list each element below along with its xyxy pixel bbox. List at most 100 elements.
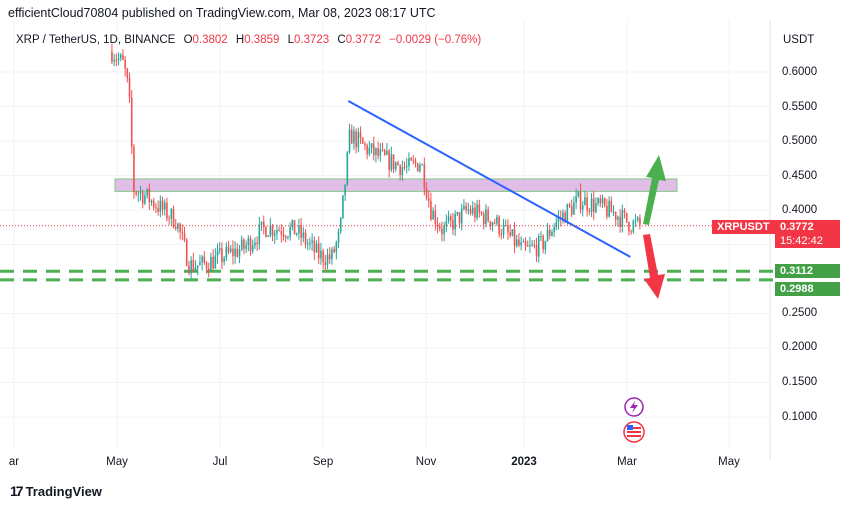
price-unit: USDT [783,34,815,46]
support-upper-badge: 0.3112 [775,264,840,278]
candle-body [496,216,498,224]
candle-body [146,188,148,196]
candle-body [298,225,300,234]
breakdown-down-arrow-icon [643,234,665,299]
candle-body [295,233,298,235]
candle-body [511,229,514,236]
candle-body [623,210,626,213]
grid [0,20,771,460]
candle-body [185,239,188,266]
tradingview-footer[interactable]: 17 TradingView [10,483,102,499]
price-tick: 0.5500 [782,101,818,113]
candle-body [522,241,525,243]
candle-body [245,245,247,249]
candle-body [383,149,386,155]
candle-body [155,207,157,209]
last-price-badge: 0.3772 [775,220,840,234]
candle-body [639,217,641,225]
candle-body [216,250,219,256]
candle-body [364,143,366,146]
candle-body [117,58,120,60]
candle-body [619,216,621,227]
support-lower-badge: 0.2988 [775,282,840,296]
candle-body [148,188,151,203]
candle-body [144,195,146,204]
resistance-zone-layer [114,178,678,192]
candle-body [392,154,395,170]
candles-layer [111,43,641,279]
candle-body [141,191,144,204]
candle-body [168,218,170,220]
price-scale[interactable]: 0.6000 0.5500 0.5000 0.4500 0.4000 0.250… [770,0,851,460]
candle-body [227,247,230,252]
candle-body [480,212,483,214]
symbol-label[interactable]: XRP / TetherUS, 1D, BINANCE [16,34,176,46]
candle-body [344,184,346,196]
candle-body [139,191,142,194]
candle-body [251,245,254,252]
event-icons[interactable] [622,397,648,445]
candle-body [315,243,318,253]
candle-body [575,196,577,203]
resistance-zone [114,178,678,192]
price-tick: 0.4000 [782,204,818,216]
candle-body [232,248,234,257]
candle-body [192,260,195,271]
candle-body [196,265,199,268]
time-tick: May [106,456,128,468]
candle-body [130,97,133,147]
candle-body [342,195,344,218]
candle-body [320,250,322,259]
candle-body [504,225,507,227]
candle-body [491,222,494,227]
time-tick: Sep [313,456,333,468]
candle-body [357,132,360,148]
candle-body [181,231,184,234]
candle-body [366,145,368,155]
candle-body [535,244,538,257]
candle-body [476,204,478,218]
candle-body [509,232,511,236]
candle-body [430,200,432,220]
candle-body [256,242,258,245]
ohlc-legend: XRP / TetherUS, 1D, BINANCE O0.3802 H0.3… [16,34,481,46]
candle-body [399,165,401,176]
candle-body [427,197,430,201]
countdown-badge: 15:42:42 [775,234,840,248]
candle-body [188,265,190,274]
candle-body [335,242,338,252]
candle-body [515,239,518,246]
tradingview-logo-icon: 17 [10,483,24,499]
candle-body [359,132,362,138]
candle-body [489,221,492,227]
candle-body [221,248,223,263]
candle-body [152,200,155,208]
candle-body [126,68,129,79]
candle-body [498,216,500,234]
candle-body [287,236,289,238]
change-value: −0.0029 (−0.76%) [389,34,482,46]
candle-body [614,211,617,220]
candle-body [520,242,522,246]
candle-body [449,216,452,220]
candle-body [390,154,393,170]
candle-body [564,212,566,223]
time-tick: Jul [213,456,228,468]
time-tick: Nov [416,456,437,468]
candle-body [276,230,278,234]
candle-body [238,249,241,257]
candle-body [443,225,445,235]
candle-body [456,212,459,215]
candle-body [458,212,461,224]
candle-body [113,59,115,62]
candle-body [423,164,426,189]
time-axis: ar May Jul Sep Nov 2023 Mar May [9,456,740,468]
candle-body [339,217,342,232]
time-tick: Mar [617,456,637,468]
candle-body [331,249,333,260]
candle-body [500,233,503,235]
candle-body [205,262,208,269]
candle-body [375,148,377,156]
candle-body [304,232,307,245]
